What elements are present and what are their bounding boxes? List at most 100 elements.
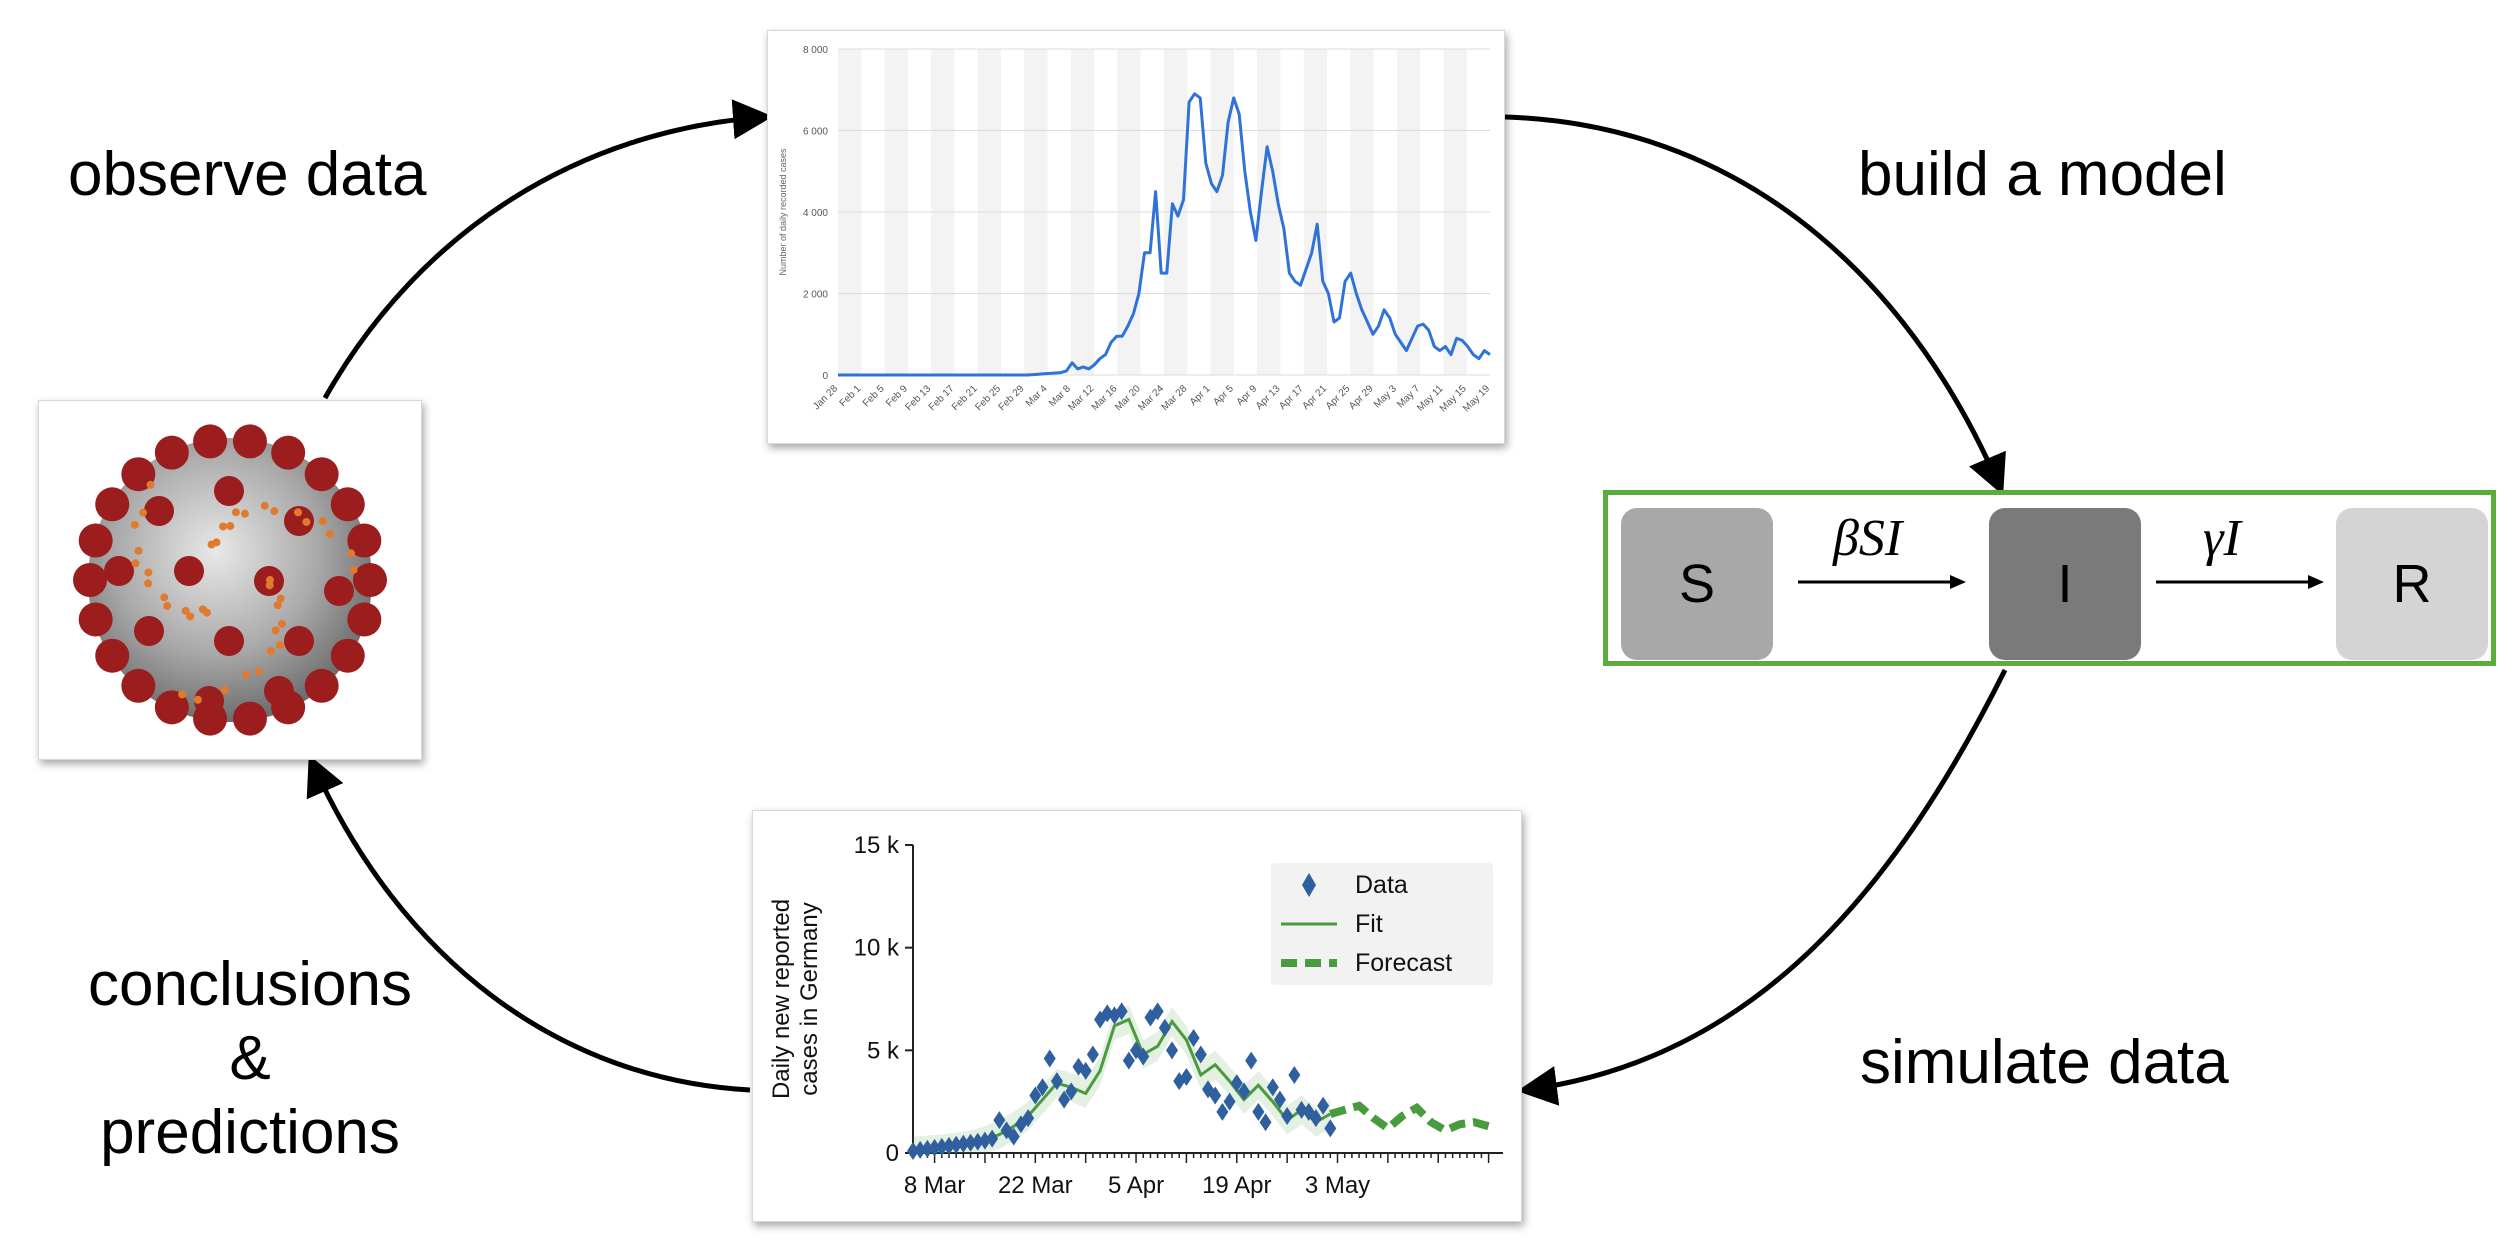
arrow-simulation-to-virus [306, 754, 751, 1093]
x-tick-label: 5 Apr [1108, 1172, 1164, 1199]
data-point [1022, 1109, 1035, 1128]
compartment-r: R [2336, 508, 2488, 660]
transition-arrow-i-to-r [2156, 575, 2324, 589]
virus-protein-dot [276, 594, 285, 603]
x-tick-label: 22 Mar [998, 1172, 1073, 1199]
virus-protein-dot [270, 507, 279, 516]
arrow-data-to-model [1504, 114, 2006, 496]
virus-spike [104, 556, 134, 586]
data-point [1295, 1100, 1308, 1119]
data-point [1086, 1045, 1099, 1064]
data-point [957, 1134, 970, 1153]
virus-spike [324, 576, 354, 606]
virus-spike [347, 602, 382, 637]
y-tick-label: 10 k [854, 935, 900, 962]
virus-spike [330, 638, 365, 673]
rate-beta-si: βSI [1833, 510, 1903, 567]
x-tick-label: Mar 28 [1160, 383, 1190, 413]
y-tick-label: 8 000 [803, 45, 828, 56]
virus-spike [121, 457, 156, 492]
virus-protein-dot [254, 667, 263, 676]
data-point [1137, 1047, 1150, 1066]
data-point [1007, 1127, 1020, 1146]
data-point [1166, 1041, 1179, 1060]
y-axis-label: cases in Germany [796, 902, 823, 1095]
virus-spike [95, 638, 130, 673]
data-point [1302, 1102, 1315, 1121]
virus-protein-dot [130, 520, 139, 529]
virus-protein-dot [178, 690, 187, 699]
virus-protein-dot [302, 517, 311, 526]
virus-protein-dot [275, 641, 284, 650]
virus-spike [271, 435, 306, 470]
y-tick-label: 15 k [854, 832, 900, 859]
virus-protein-dot [347, 549, 356, 558]
y-tick-label: 5 k [867, 1037, 900, 1064]
label-build-a-model: build a model [1858, 140, 2227, 209]
data-point [1209, 1086, 1222, 1105]
data-point [1151, 1002, 1164, 1021]
data-point [1273, 1090, 1286, 1109]
virus-protein-dot [294, 508, 303, 517]
data-point [1309, 1109, 1322, 1128]
compartment-i: I [1989, 508, 2141, 660]
data-point [1180, 1068, 1193, 1087]
x-tick-label: Feb 5 [861, 383, 887, 409]
data-point [1058, 1090, 1071, 1109]
virus-spike [95, 487, 130, 522]
y-tick-label: 2 000 [803, 290, 828, 301]
data-point [1194, 1045, 1207, 1064]
virus-spike [78, 602, 113, 637]
coronavirus-icon [73, 424, 387, 736]
virus-protein-dot [220, 685, 229, 694]
observed-data-chart-panel: 0 2 000 4 000 6 000 8 000 Jan 28 Feb 1 Feb 5 Feb… [767, 30, 1505, 444]
data-point [1259, 1113, 1272, 1132]
virus-protein-dot [277, 619, 286, 628]
virus-spike [134, 616, 164, 646]
forecast-line [1329, 1101, 1490, 1135]
data-point [1029, 1086, 1042, 1105]
data-point [1230, 1074, 1243, 1093]
virus-protein-dot [325, 529, 334, 538]
compartment-s-label: S [1678, 554, 1716, 614]
series-line [838, 92, 1491, 377]
virus-protein-dot [271, 626, 280, 635]
virus-protein-dot [219, 522, 228, 531]
data-point [986, 1129, 999, 1148]
data-point [1237, 1082, 1250, 1101]
virus-spike [154, 435, 189, 470]
virus-spike [73, 563, 107, 597]
virus-spike [284, 506, 314, 536]
virus-spike [214, 476, 244, 506]
virus-spike [284, 626, 314, 656]
arrow-model-to-simulation [1517, 668, 2008, 1106]
virus-protein-dot [144, 579, 153, 588]
data-point [1245, 1051, 1258, 1070]
virus-protein-dot [146, 480, 155, 489]
virus-spike [214, 626, 244, 656]
data-point [1281, 1107, 1294, 1126]
data-point [1115, 1002, 1128, 1021]
y-axis-label: Number of daily recorded cases [778, 148, 788, 276]
rate-gamma-i: γI [2203, 510, 2241, 567]
data-point [1317, 1096, 1330, 1115]
y-axis-label: Daily new reported [768, 899, 795, 1099]
x-tick-label: 19 Apr [1202, 1172, 1271, 1199]
virus-protein-dot [273, 601, 282, 610]
data-point [1000, 1121, 1013, 1140]
virus-protein-dot [139, 508, 148, 517]
virus-protein-dot [134, 546, 143, 555]
virus-protein-dot [318, 516, 327, 525]
legend-entry: Data [1355, 871, 1408, 899]
virus-protein-dot [231, 508, 240, 517]
simulated-data-chart-panel: 0 5 k 10 k 15 k 8 Mar 22 Mar 5 Apr 19 Apr 3 May D… [752, 810, 1522, 1222]
label-observe-data: observe data [68, 140, 427, 209]
x-tick-label: Apr 13 [1254, 383, 1283, 412]
x-tick-label: 3 May [1305, 1172, 1370, 1199]
virus-spike [121, 668, 156, 703]
data-point [914, 1140, 927, 1159]
data-point [935, 1137, 948, 1156]
virus-protein-dot [131, 559, 140, 568]
data-point [1187, 1029, 1200, 1048]
